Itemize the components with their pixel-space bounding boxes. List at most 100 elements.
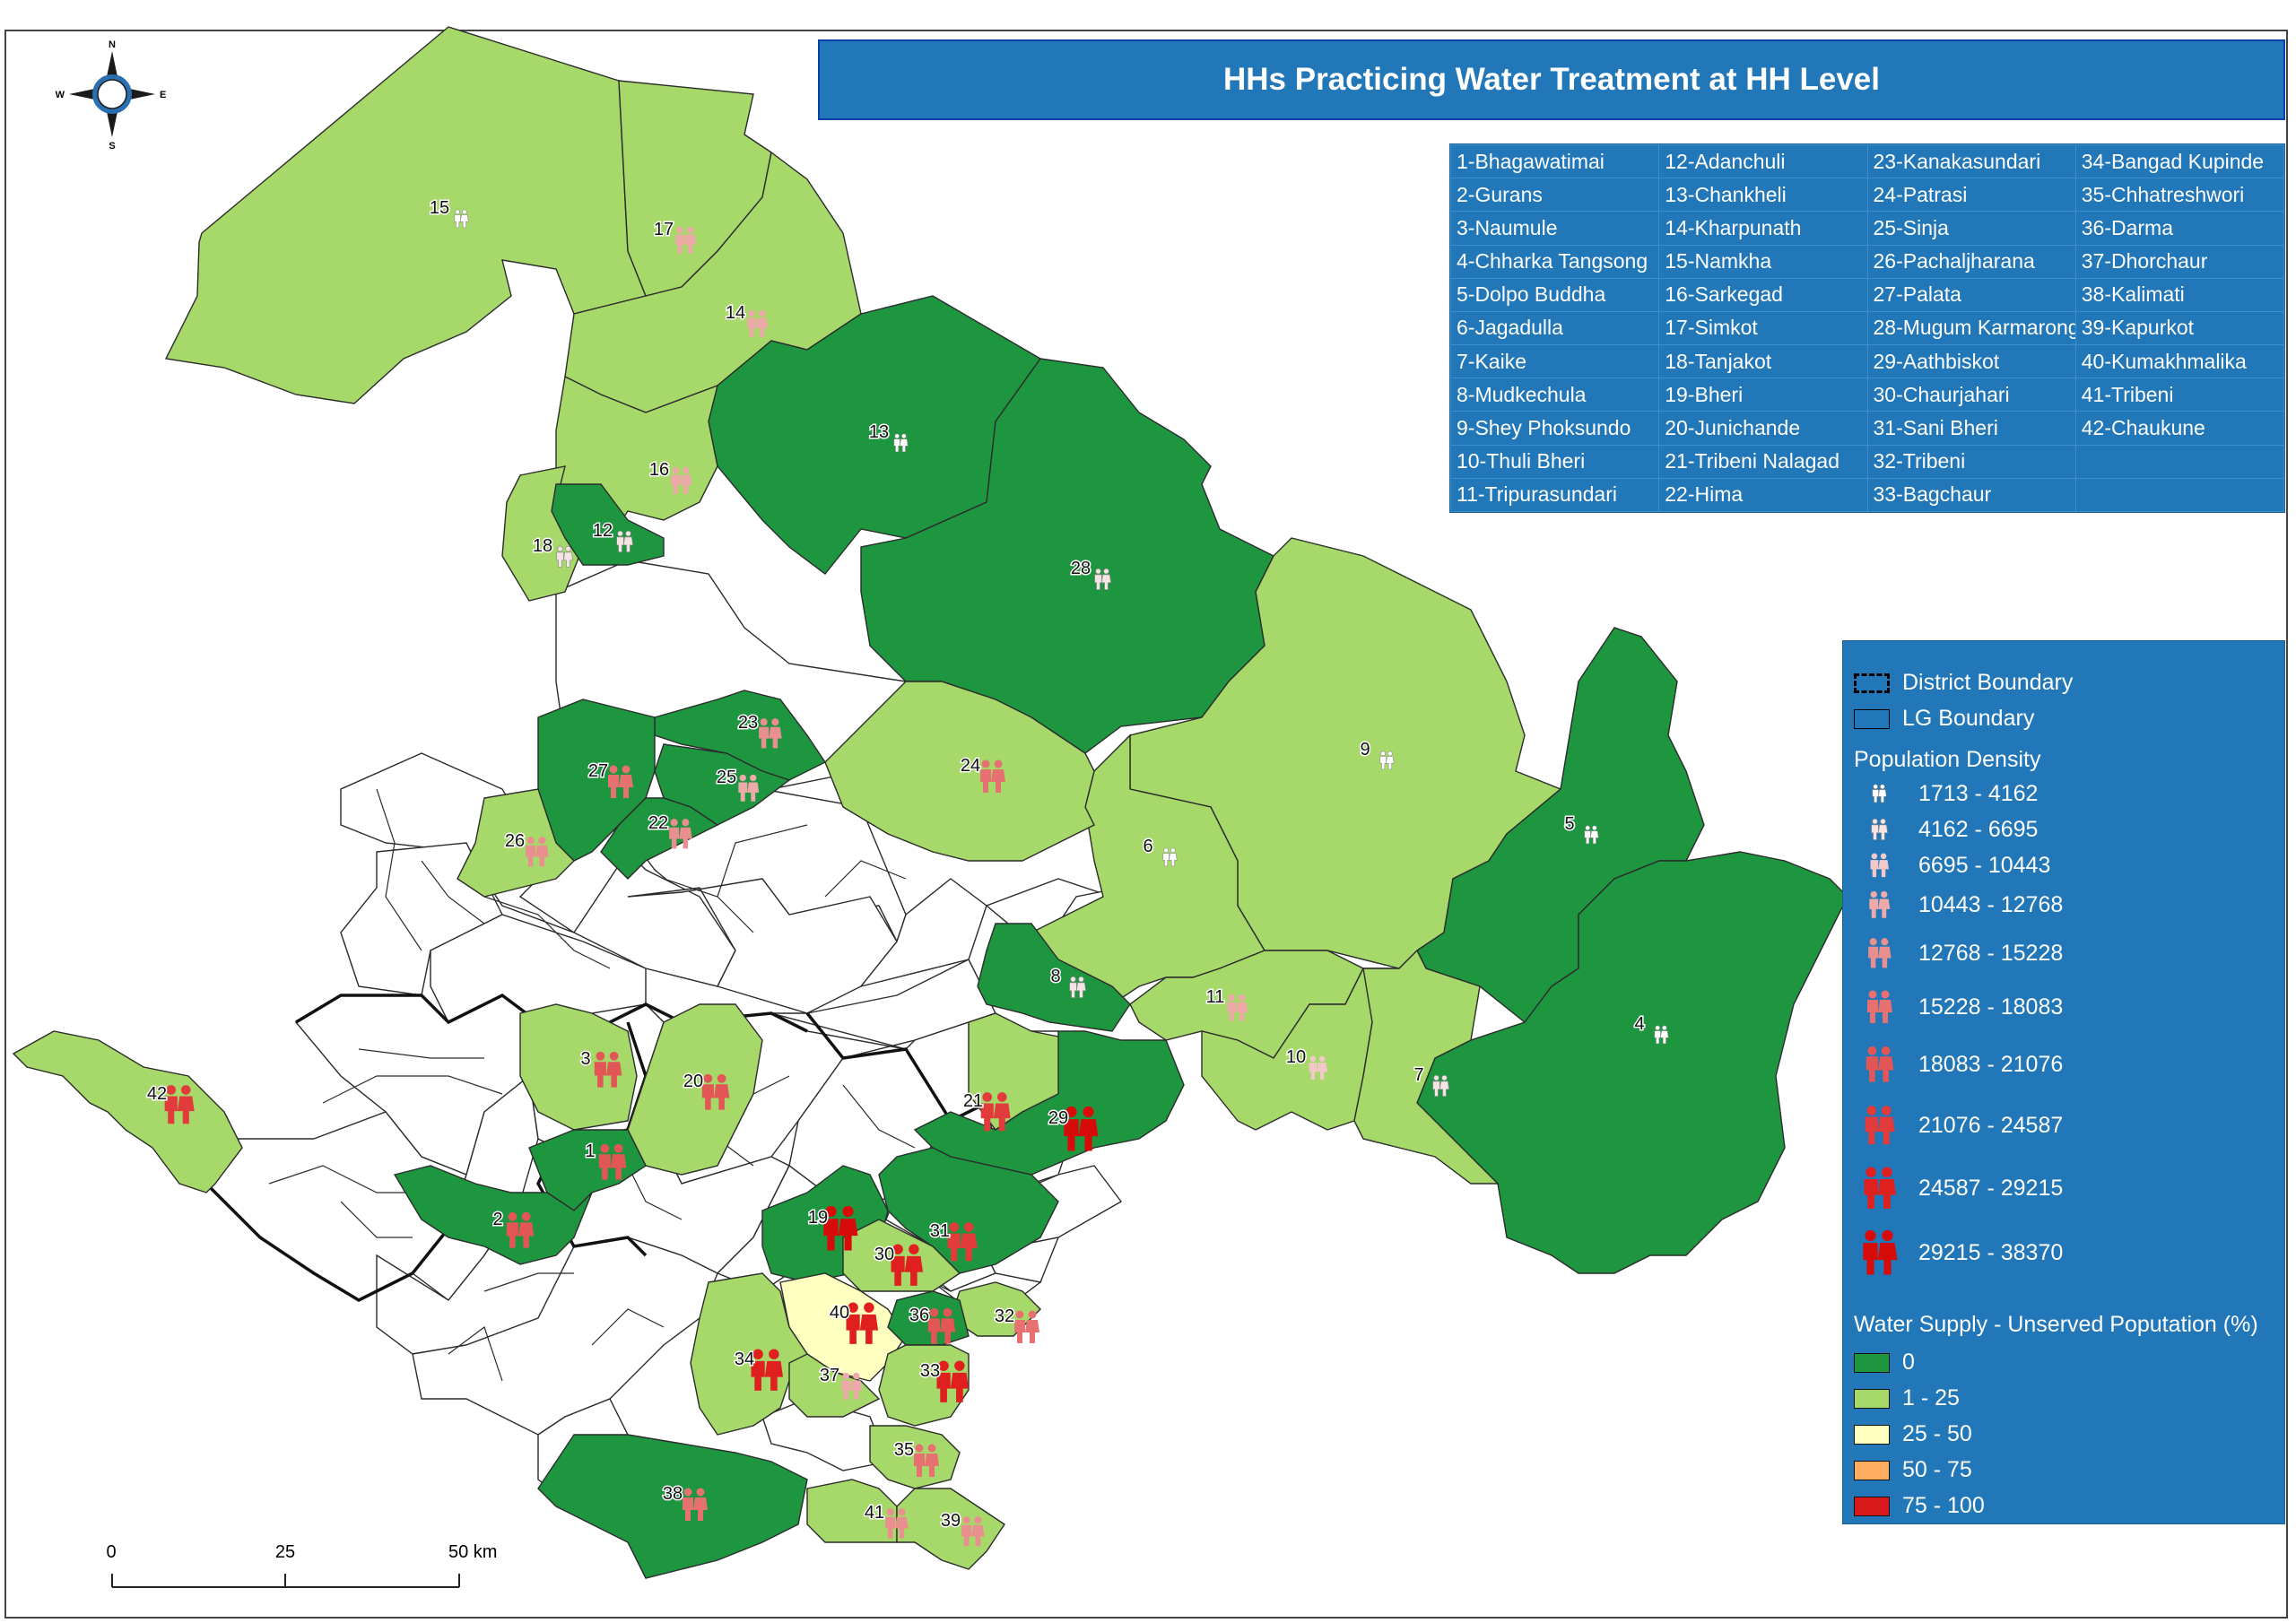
region-2 (393, 1165, 593, 1265)
index-row: 7-Kaike 18-Tanjakot 29-Aathbiskot 40-Kumakh… (1449, 344, 2285, 379)
population-density-icon (1379, 751, 1395, 770)
region-label: 13 (869, 422, 889, 442)
index-cell: 5-Dolpo Buddha (1449, 277, 1660, 312)
region-label: 37 (820, 1366, 839, 1385)
population-density-icon (526, 837, 549, 867)
population-density-icon (669, 819, 692, 849)
population-density-title: Population Density (1854, 747, 2041, 772)
region-label: 23 (738, 713, 758, 733)
region-23 (654, 690, 827, 781)
pop-density-swatch-icon (1871, 818, 1888, 840)
index-row: 2-Gurans 13-Chankheli 24-Patrasi 35-Chhatre… (1449, 178, 2285, 213)
population-density-icon (936, 1360, 970, 1402)
region-label: 41 (865, 1503, 884, 1523)
region-label: 38 (663, 1484, 683, 1504)
index-cell: 16-Sarkegad (1658, 277, 1868, 312)
index-cell: 40-Kumakhmalika (2074, 344, 2285, 379)
compass-s: S (109, 141, 115, 152)
compass-e: E (160, 90, 166, 100)
legend: District Boundary LG Boundary Population… (1842, 640, 2285, 1524)
index-cell: 38-Kalimati (2074, 277, 2285, 312)
scale-bar (111, 1574, 460, 1588)
municipality-index-table: 1-Bhagawatimai 12-Adanchuli 23-Kanakasunda… (1449, 143, 2285, 513)
region-label: 25 (717, 768, 736, 787)
index-cell: 18-Tanjakot (1658, 344, 1868, 379)
index-row: 1-Bhagawatimai 12-Adanchuli 23-Kanakasunda… (1449, 143, 2285, 179)
region-label: 9 (1360, 740, 1370, 759)
region-label: 35 (894, 1440, 914, 1460)
region-label: 4 (1634, 1014, 1644, 1034)
region-label: 14 (726, 303, 745, 323)
pop-density-class-label: 4162 - 6695 (1918, 817, 2039, 842)
index-cell: 39-Kapurkot (2074, 310, 2285, 346)
region-label: 2 (492, 1210, 502, 1229)
index-cell: 33-Bagchaur (1866, 477, 2076, 513)
index-cell: 41-Tribeni (2074, 378, 2285, 412)
population-density-icon (893, 433, 909, 453)
region-label: 19 (808, 1208, 828, 1228)
pop-density-class-label: 12768 - 15228 (1918, 941, 2064, 966)
index-cell: 36-Darma (2074, 211, 2285, 246)
index-cell: 6-Jagadulla (1449, 310, 1660, 346)
population-density-icon (1227, 994, 1248, 1021)
region-28 (860, 358, 1274, 754)
index-cell: 4-Chharka Tangsong (1449, 244, 1660, 279)
population-density-icon (980, 759, 1005, 793)
index-cell: 3-Naumule (1449, 211, 1660, 246)
region-39 (896, 1488, 1005, 1570)
pop-density-class-label: 1713 - 4162 (1918, 781, 2039, 806)
population-density-icon (738, 774, 760, 802)
region-42 (12, 1030, 243, 1193)
index-row: 10-Thuli Bheri 21-Tribeni Nalagad 32-Tribe… (1449, 444, 2285, 479)
pop-density-class-label: 6695 - 10443 (1918, 853, 2051, 878)
index-cell: 15-Namkha (1658, 244, 1868, 279)
population-density-icon (961, 1516, 985, 1547)
index-cell: 22-Hima (1658, 477, 1868, 513)
region-label: 17 (654, 220, 674, 239)
region-label: 28 (1071, 559, 1091, 578)
region-label: 27 (588, 761, 608, 781)
people-icon (1871, 818, 1888, 840)
region-label: 39 (941, 1511, 961, 1531)
index-cell: 23-Kanakasundari (1866, 143, 2076, 179)
region-label: 21 (963, 1091, 983, 1111)
white-area-internal-lines (268, 788, 916, 1382)
pop-density-class-label: 29215 - 38370 (1918, 1240, 2064, 1265)
region-label: 15 (430, 198, 449, 218)
population-density-icon (891, 1244, 924, 1286)
index-cell (2074, 477, 2285, 513)
pop-density-swatch-icon (1868, 938, 1892, 968)
compass-w: W (56, 90, 65, 100)
region-label: 36 (909, 1306, 929, 1325)
index-cell: 17-Simkot (1658, 310, 1868, 346)
population-density-icon (759, 718, 782, 749)
region-22 (600, 797, 719, 880)
region-label: 22 (648, 813, 668, 833)
district-boundary-label: District Boundary (1902, 670, 2074, 695)
region-26 (457, 788, 575, 898)
pop-density-swatch-icon (1867, 990, 1892, 1023)
index-cell: 42-Chaukune (2074, 411, 2285, 446)
index-cell: 20-Junichande (1658, 411, 1868, 446)
index-cell: 9-Shey Phoksundo (1449, 411, 1660, 446)
region-31 (878, 1147, 1059, 1274)
region-34 (690, 1272, 808, 1436)
people-icon (1865, 1106, 1895, 1145)
index-row: 9-Shey Phoksundo 20-Junichande 31-Sani Bhe… (1449, 411, 2285, 446)
index-cell: 27-Palata (1866, 277, 2076, 312)
population-density-icon (164, 1085, 195, 1124)
index-cell: 7-Kaike (1449, 344, 1660, 379)
population-density-icon (1094, 568, 1111, 590)
index-cell: 19-Bheri (1658, 378, 1868, 412)
pop-density-class-label: 15228 - 18083 (1918, 994, 2064, 1020)
pop-density-swatch-icon (1863, 1229, 1898, 1275)
region-label: 3 (580, 1049, 590, 1069)
index-cell: 8-Mudkechula (1449, 378, 1660, 412)
region-8 (977, 923, 1131, 1032)
region-3 (519, 1003, 638, 1131)
index-cell: 13-Chankheli (1658, 178, 1868, 213)
region-label: 34 (735, 1350, 754, 1369)
population-density-icon (1432, 1074, 1449, 1097)
population-density-icon (675, 226, 697, 254)
population-density-icon (841, 1372, 863, 1400)
